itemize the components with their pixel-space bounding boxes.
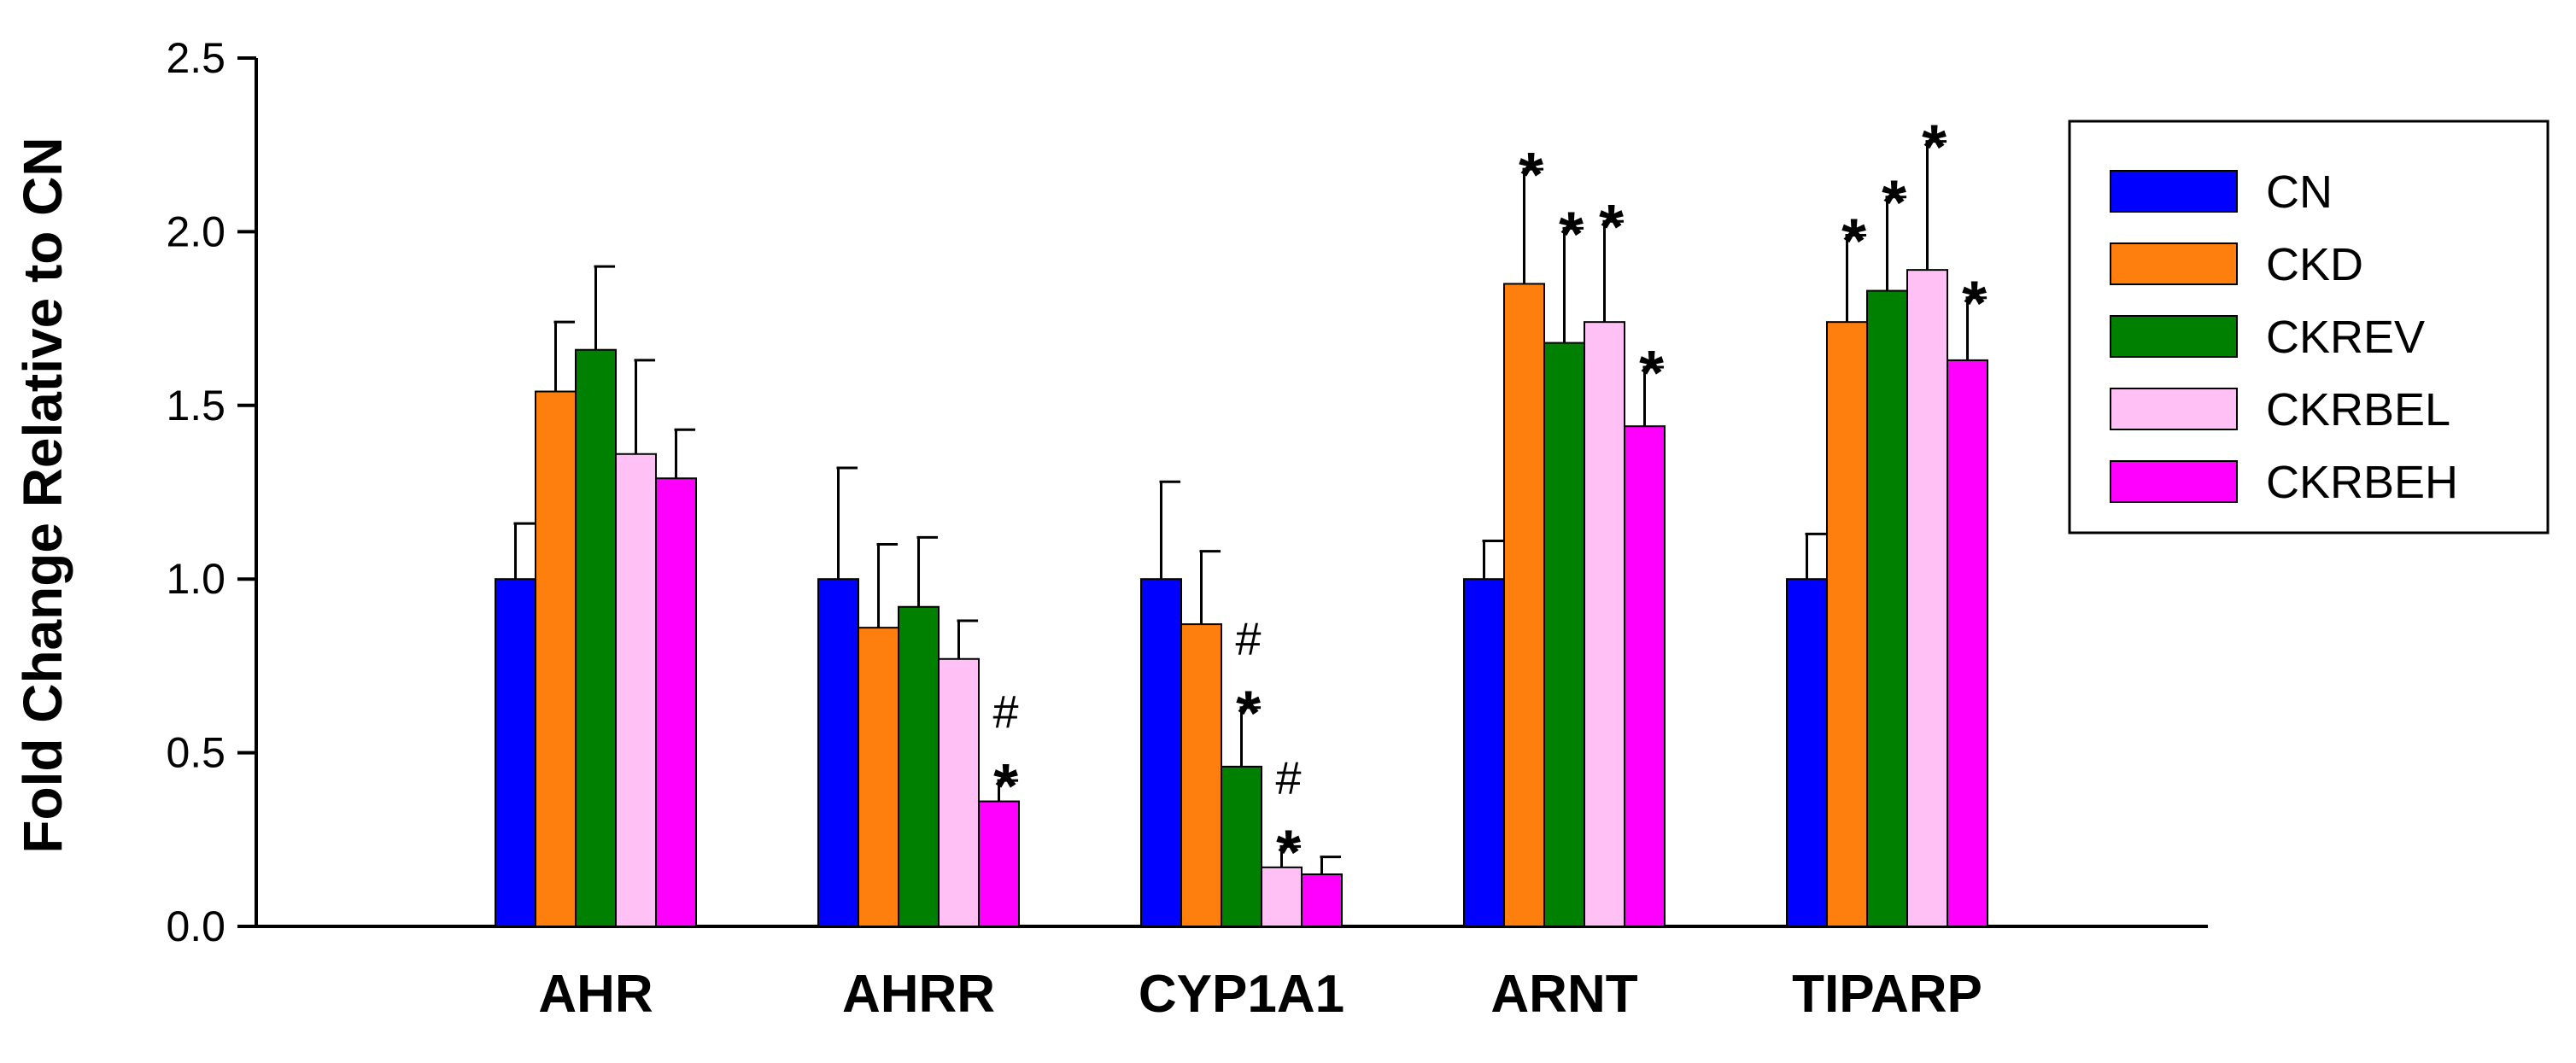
significance-star: *	[1559, 198, 1584, 269]
significance-star: *	[1236, 678, 1261, 749]
bar-ahrr-cn	[817, 578, 859, 927]
significance-star: *	[1276, 816, 1301, 887]
bar-tiparp-ckd	[1826, 321, 1868, 927]
bar-ahrr-ckrbeh	[978, 800, 1020, 927]
significance-star: *	[1962, 268, 1987, 339]
legend-swatch-ckrbel	[2110, 388, 2238, 430]
bar-tiparp-cn	[1786, 578, 1828, 927]
significance-star: *	[1922, 112, 1947, 183]
legend-label: CKD	[2266, 239, 2363, 290]
y-axis-title: Fold Change Relative to CN	[12, 137, 73, 853]
significance-star: *	[1841, 205, 1866, 276]
significance-star: *	[1882, 167, 1906, 238]
legend-swatch-ckrbeh	[2110, 460, 2238, 503]
x-category-label: AHRR	[842, 965, 995, 1024]
bar-arnt-cn	[1463, 578, 1505, 927]
significance-hash: #	[1235, 614, 1261, 665]
bar-arnt-ckrbeh	[1624, 425, 1666, 927]
bar-cyp1a1-ckrev	[1221, 765, 1262, 928]
bar-arnt-ckrev	[1543, 342, 1585, 927]
legend-label: CN	[2266, 166, 2333, 218]
bar-ahr-ckrev	[575, 348, 617, 928]
x-category-label: TIPARP	[1792, 965, 1982, 1024]
x-category-label: AHR	[538, 965, 653, 1024]
legend-swatch-ckd	[2110, 242, 2238, 285]
bar-tiparp-ckrbeh	[1947, 359, 1988, 927]
significance-star: *	[993, 751, 1018, 821]
y-tick-label: 2.0	[166, 207, 225, 255]
significance-star: *	[1519, 139, 1543, 210]
legend-swatch-ckrev	[2110, 315, 2238, 358]
legend-label: CKREV	[2266, 312, 2425, 363]
bar-cyp1a1-ckrbel	[1261, 866, 1303, 927]
bar-ahrr-ckrev	[898, 605, 940, 928]
bar-arnt-ckd	[1503, 283, 1545, 928]
legend-swatch-cn	[2110, 170, 2238, 213]
bar-ahrr-ckrbel	[938, 657, 980, 927]
bar-tiparp-ckrbel	[1906, 269, 1948, 927]
bar-ahr-ckd	[535, 390, 577, 927]
bar-ahr-cn	[495, 578, 536, 927]
bar-tiparp-ckrev	[1866, 289, 1908, 927]
significance-star: *	[1599, 191, 1624, 262]
y-tick-label: 0.5	[166, 729, 225, 777]
y-tick-label: 1.0	[166, 555, 225, 603]
bar-cyp1a1-ckrbeh	[1301, 873, 1343, 927]
bar-ahr-ckrbel	[615, 453, 657, 927]
x-category-label: CYP1A1	[1139, 965, 1344, 1024]
bar-cyp1a1-cn	[1140, 578, 1182, 927]
significance-star: *	[1639, 337, 1664, 408]
bar-cyp1a1-ckd	[1180, 623, 1222, 927]
y-tick-label: 0.0	[166, 902, 225, 950]
bar-ahr-ckrbeh	[655, 477, 697, 927]
significance-hash: #	[1275, 752, 1301, 803]
y-tick-label: 1.5	[166, 382, 225, 429]
bar-arnt-ckrbel	[1584, 321, 1625, 927]
y-tick-label: 2.5	[166, 34, 225, 82]
x-category-label: ARNT	[1490, 965, 1637, 1024]
legend-label: CKRBEL	[2266, 384, 2450, 435]
legend-label: CKRBEH	[2266, 457, 2458, 508]
bar-ahrr-ckd	[858, 627, 899, 927]
significance-hash: #	[992, 686, 1018, 738]
